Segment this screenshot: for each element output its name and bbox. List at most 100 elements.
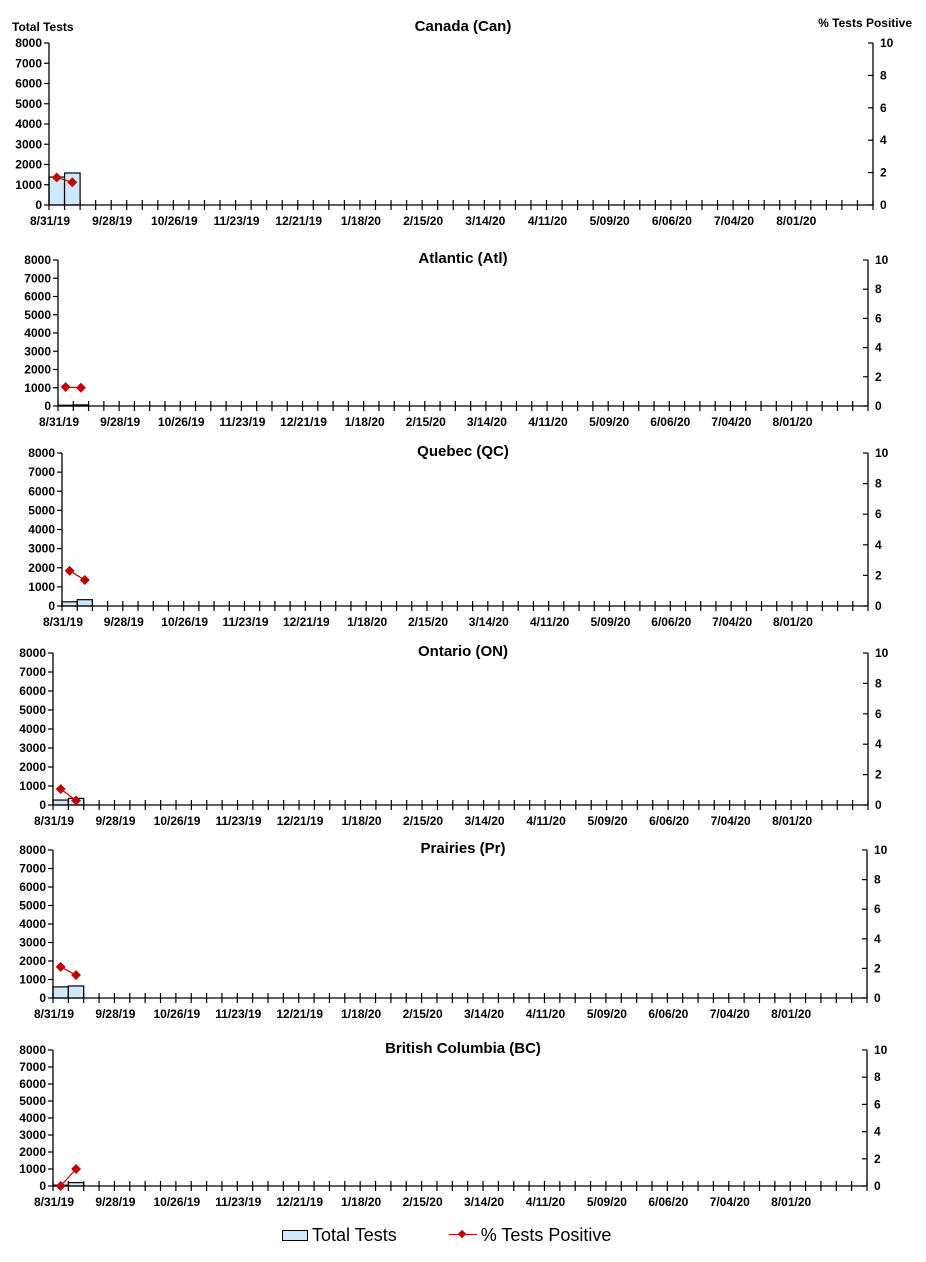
x-tick-label: 12/21/19 bbox=[283, 615, 330, 629]
x-tick-label: 11/23/19 bbox=[214, 214, 260, 228]
x-tick-label: 8/31/19 bbox=[34, 814, 74, 828]
y-tick-label: 4000 bbox=[15, 117, 42, 131]
bar bbox=[67, 985, 85, 999]
y-tick-label: 7000 bbox=[15, 56, 42, 70]
y-tick-label: 5000 bbox=[19, 899, 46, 913]
x-tick-label: 3/14/20 bbox=[467, 415, 507, 429]
legend-label-pct-positive: % Tests Positive bbox=[480, 1224, 612, 1245]
y-tick-label: 5000 bbox=[19, 1094, 46, 1108]
y2-tick-label: 2 bbox=[875, 568, 882, 582]
chart-title: Canada (Can) bbox=[415, 18, 512, 35]
y2-tick-label: 6 bbox=[880, 101, 887, 115]
legend-item-total-tests: Total Tests bbox=[282, 1225, 397, 1246]
x-tick-label: 9/28/19 bbox=[95, 1195, 135, 1209]
x-tick-label: 11/23/19 bbox=[219, 415, 265, 429]
y2-axis-label: % Tests Positive bbox=[818, 16, 912, 30]
y-tick-label: 0 bbox=[39, 798, 46, 812]
x-tick-label: 2/15/20 bbox=[403, 1007, 443, 1021]
y2-tick-label: 4 bbox=[880, 133, 887, 147]
diamond-marker-icon bbox=[71, 970, 81, 981]
diamond-marker-icon bbox=[60, 382, 71, 392]
chart-title: Prairies (Pr) bbox=[420, 840, 505, 857]
y-tick-label: 5000 bbox=[28, 503, 55, 517]
y-tick-label: 0 bbox=[39, 1179, 46, 1193]
x-tick-label: 4/11/20 bbox=[528, 415, 568, 429]
x-tick-label: 3/14/20 bbox=[464, 1195, 504, 1209]
y2-tick-label: 0 bbox=[880, 198, 887, 212]
x-tick-label: 5/09/20 bbox=[589, 415, 629, 429]
y-tick-label: 2000 bbox=[19, 760, 46, 774]
x-tick-label: 1/18/20 bbox=[341, 214, 381, 228]
y2-tick-label: 2 bbox=[880, 166, 887, 180]
y-tick-label: 8000 bbox=[28, 446, 55, 460]
y-tick-label: 8000 bbox=[19, 1043, 46, 1057]
x-tick-label: 1/18/20 bbox=[347, 615, 387, 629]
chart-5: British Columbia (BC) 0 1000 2000 3000 4000 50… bbox=[19, 1040, 887, 1209]
y-tick-label: 0 bbox=[44, 399, 51, 413]
chart-1: Atlantic (Atl) 0 1000 2000 3000 4000 5000 6000 7… bbox=[24, 250, 888, 429]
x-tick-label: 1/18/20 bbox=[345, 415, 385, 429]
y-tick-label: 2000 bbox=[15, 158, 42, 172]
x-tick-label: 5/09/20 bbox=[590, 214, 630, 228]
chart-legend: Total Tests % Tests Positive bbox=[282, 1222, 611, 1248]
x-tick-label: 9/28/19 bbox=[100, 415, 140, 429]
x-tick-label: 6/06/20 bbox=[650, 415, 690, 429]
y-tick-label: 4000 bbox=[28, 523, 55, 537]
y2-tick-label: 4 bbox=[874, 932, 881, 946]
x-tick-label: 8/31/19 bbox=[34, 1007, 74, 1021]
y2-tick-label: 4 bbox=[875, 341, 882, 355]
y-tick-label: 3000 bbox=[28, 542, 55, 556]
x-tick-label: 3/14/20 bbox=[465, 214, 505, 228]
chart-title: Ontario (ON) bbox=[418, 643, 508, 660]
bar bbox=[52, 986, 69, 999]
x-tick-label: 2/15/20 bbox=[403, 214, 443, 228]
y2-tick-label: 2 bbox=[875, 370, 882, 384]
x-tick-label: 8/31/19 bbox=[43, 615, 83, 629]
x-tick-label: 7/04/20 bbox=[714, 214, 754, 228]
y2-tick-label: 0 bbox=[875, 798, 882, 812]
y-tick-label: 6000 bbox=[28, 484, 55, 498]
x-tick-label: 2/15/20 bbox=[408, 615, 448, 629]
y2-tick-label: 4 bbox=[875, 737, 882, 751]
y-tick-label: 4000 bbox=[19, 722, 46, 736]
y-tick-label: 0 bbox=[39, 991, 46, 1005]
y2-tick-label: 2 bbox=[875, 768, 882, 782]
x-tick-label: 7/04/20 bbox=[711, 814, 751, 828]
x-tick-label: 10/26/19 bbox=[158, 415, 205, 429]
y-tick-label: 1000 bbox=[19, 973, 46, 987]
x-tick-label: 8/01/20 bbox=[771, 1007, 811, 1021]
y-tick-label: 4000 bbox=[19, 1111, 46, 1125]
x-tick-label: 6/06/20 bbox=[649, 814, 689, 828]
y2-tick-label: 8 bbox=[874, 873, 881, 887]
x-tick-label: 9/28/19 bbox=[104, 615, 144, 629]
y-tick-label: 6000 bbox=[24, 290, 51, 304]
y2-tick-label: 8 bbox=[875, 477, 882, 491]
x-tick-label: 5/09/20 bbox=[590, 615, 630, 629]
y2-tick-label: 6 bbox=[875, 707, 882, 721]
x-tick-label: 8/31/19 bbox=[34, 1195, 74, 1209]
y-tick-label: 7000 bbox=[24, 271, 51, 285]
y-tick-label: 3000 bbox=[24, 344, 51, 358]
x-tick-label: 10/26/19 bbox=[151, 214, 198, 228]
x-tick-label: 7/04/20 bbox=[710, 1195, 750, 1209]
x-tick-label: 10/26/19 bbox=[154, 1007, 201, 1021]
y2-tick-label: 6 bbox=[875, 311, 882, 325]
x-tick-label: 2/15/20 bbox=[403, 1195, 443, 1209]
x-tick-label: 12/21/19 bbox=[276, 1195, 323, 1209]
x-tick-label: 8/01/20 bbox=[772, 814, 812, 828]
y-tick-label: 1000 bbox=[24, 381, 51, 395]
x-tick-label: 3/14/20 bbox=[469, 615, 509, 629]
x-tick-label: 3/14/20 bbox=[464, 1007, 504, 1021]
diamond-marker-icon bbox=[51, 172, 62, 183]
y2-tick-label: 0 bbox=[874, 991, 881, 1005]
y-tick-label: 2000 bbox=[19, 1145, 46, 1159]
x-tick-label: 11/23/19 bbox=[215, 814, 261, 828]
y2-tick-label: 0 bbox=[875, 599, 882, 613]
chart-2: Quebec (QC) 0 1000 2000 3000 4000 5000 6000 7000… bbox=[28, 443, 888, 629]
x-tick-label: 12/21/19 bbox=[276, 1007, 323, 1021]
x-tick-label: 7/04/20 bbox=[711, 415, 751, 429]
diamond-marker-icon bbox=[75, 382, 86, 393]
y-tick-label: 2000 bbox=[28, 561, 55, 575]
y-tick-label: 3000 bbox=[19, 936, 46, 950]
diamond-marker-icon bbox=[71, 795, 82, 806]
